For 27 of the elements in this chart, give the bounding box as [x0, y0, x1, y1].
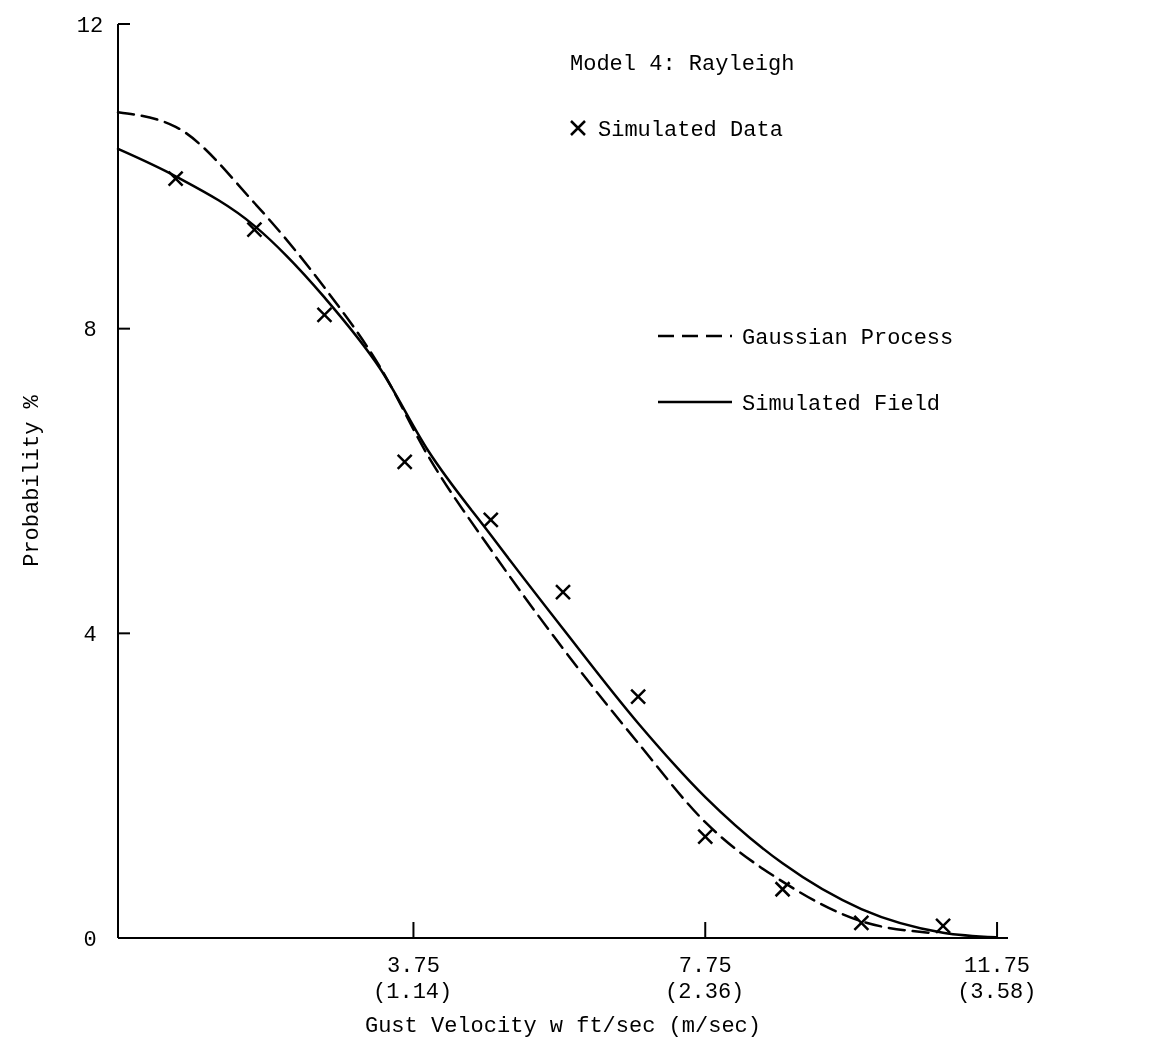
y-axis-title: Probability %	[20, 394, 45, 567]
x-tick-label: 3.75	[387, 954, 440, 979]
point	[554, 583, 572, 601]
point	[482, 511, 500, 529]
legend-label: Gaussian Process	[742, 325, 954, 351]
legend-title: Model 4: Rayleigh	[570, 52, 795, 77]
point	[396, 453, 413, 471]
legend-label: Simulated Data	[598, 118, 783, 143]
x2-tick-label: (2.36)	[665, 980, 745, 1005]
point	[167, 170, 184, 187]
x-tick-label: 11.75	[964, 954, 1031, 979]
y-tick-label: 8	[83, 318, 97, 344]
y-tick-label: 0	[83, 927, 97, 953]
y-tick-label: 4	[83, 623, 97, 649]
x-axis-title: Gust Velocity w ft/sec (m/sec)	[364, 1014, 762, 1039]
x2-tick-label: (1.14)	[373, 980, 453, 1005]
point	[697, 828, 714, 845]
point	[774, 881, 791, 898]
y-tick-label: 12	[76, 13, 104, 39]
point	[246, 221, 263, 238]
point	[629, 688, 647, 705]
x2-tick-label: (3.58)	[957, 980, 1037, 1005]
legend-label: Simulated Field	[742, 391, 941, 417]
x-tick-label: 7.75	[678, 954, 732, 979]
point	[853, 914, 870, 932]
point	[316, 306, 333, 324]
point	[934, 917, 952, 935]
